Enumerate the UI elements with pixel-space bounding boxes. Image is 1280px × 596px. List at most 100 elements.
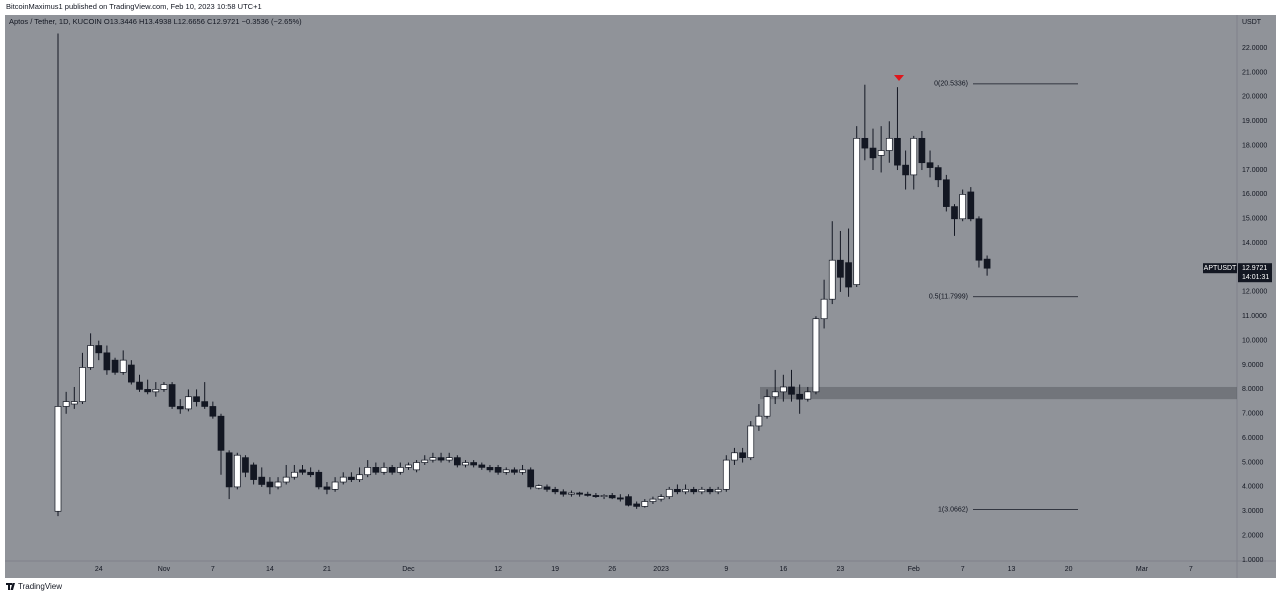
candle-body [674,488,681,493]
logo-mark [6,583,15,590]
candle-body [665,488,673,497]
y-tick-label: 19.0000 [1242,118,1267,125]
candle-body [185,396,192,410]
candle-body [429,457,437,461]
candle-body [698,488,706,493]
candle-body [885,137,893,151]
candle-body [307,471,314,476]
candle-body [853,137,861,285]
brand-logo: TradingView [6,582,62,591]
candle-body [258,476,266,485]
y-tick-label: 3.0000 [1242,508,1264,515]
x-tick-label: 21 [323,566,331,573]
candle-body [160,384,168,390]
y-tick-label: 16.0000 [1242,191,1267,198]
y-tick-label: 10.0000 [1242,337,1267,344]
x-tick-label: Dec [402,566,415,573]
y-tick-label: 11.0000 [1242,313,1267,320]
candle-body [788,386,795,395]
x-tick-label: 2023 [653,566,669,573]
candle-body [812,318,820,393]
x-tick-label: 12 [494,566,502,573]
legend-change: −0.3536 (−2.65%) [242,17,303,26]
candle-body [543,486,551,490]
x-tick-label: 13 [1008,566,1016,573]
candle-body [445,457,453,461]
y-tick-label: 9.0000 [1242,362,1264,369]
candle-body [837,259,844,278]
y-tick-label: 17.0000 [1242,167,1267,174]
candle-body [649,498,657,502]
candle-body [128,364,135,383]
candle-body [779,386,787,393]
candle-body [266,481,274,488]
currency-label: USDT [1242,19,1262,26]
candle-body [714,488,722,493]
y-tick-label: 22.0000 [1242,45,1267,52]
price-tag-bg [1238,263,1272,283]
candle-body [608,495,616,499]
candle-body [942,179,950,207]
x-tick-label: 9 [724,566,728,573]
y-tick-label: 18.0000 [1242,142,1267,149]
candle-body [511,469,518,473]
candle-body [951,206,958,220]
candle-body [934,167,942,181]
candle-body [706,488,714,493]
candle-body [70,401,78,405]
x-tick-label: 19 [551,566,559,573]
candle-body [274,481,282,488]
candle-body [910,137,918,176]
candle-body [722,459,730,490]
candle-body [348,476,355,480]
legend-symbol: Aptos / Tether, 1D, KUCOIN [9,17,102,26]
ticker-tag-bg [1203,263,1237,274]
y-tick-label: 21.0000 [1242,69,1267,76]
candle-body [111,359,119,373]
y-tick-label: 4.0000 [1242,484,1264,491]
candle-body [152,389,160,393]
candle-body [454,457,461,466]
y-tick-label: 5.0000 [1242,459,1264,466]
candle-body [478,464,486,468]
candle-body [576,492,583,495]
x-tick-label: 26 [608,566,616,573]
candle-body [739,452,746,458]
candle-body [519,469,526,473]
y-tick-label: 14.0000 [1242,240,1267,247]
candle-body [657,496,665,500]
x-tick-label: 7 [961,566,965,573]
candle-body [975,218,983,261]
candle-body [771,391,779,398]
candle-body [225,452,233,488]
candle-body [388,467,396,473]
y-tick-label: 7.0000 [1242,411,1264,418]
candle-body [959,194,967,220]
candle-body [323,486,331,490]
candle-body [193,396,200,402]
candle-body [763,396,771,417]
countdown: 14:01:31 [1242,274,1269,281]
fib-label: 0(20.5336) [934,81,968,88]
candle-body [600,495,608,497]
candle-body [144,389,151,393]
candle-body [331,481,339,490]
candle-body [421,459,429,463]
candle-body [233,454,241,488]
x-tick-label: Mar [1136,566,1149,573]
candle-body [967,191,975,220]
candle-body [527,469,535,488]
y-tick-label: 8.0000 [1242,386,1264,393]
candle-body [62,401,70,407]
candle-body [983,258,991,269]
candle-body [755,415,763,427]
candle-body [633,503,641,507]
candle-body [828,259,836,300]
candle-body [299,469,306,473]
candle-body [616,497,624,500]
x-tick-label: Feb [908,566,920,573]
candle-body [559,491,567,495]
candle-body [747,425,755,458]
